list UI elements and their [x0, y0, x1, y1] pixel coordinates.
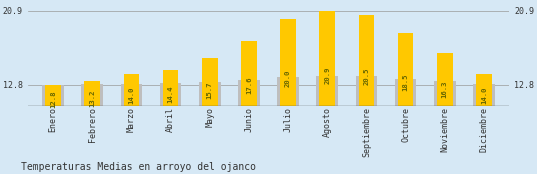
Bar — [241, 41, 257, 106]
Text: 20.9: 20.9 — [324, 67, 330, 84]
Bar — [476, 74, 492, 106]
Bar — [473, 84, 495, 106]
Bar — [202, 58, 217, 106]
Bar — [238, 80, 260, 106]
Bar — [359, 15, 374, 106]
Bar — [82, 85, 103, 106]
Bar — [316, 76, 338, 106]
Text: Temperaturas Medias en arroyo del ojanco: Temperaturas Medias en arroyo del ojanco — [21, 162, 257, 172]
Bar — [437, 53, 453, 106]
Bar — [277, 77, 299, 106]
Bar — [355, 77, 377, 106]
Bar — [84, 81, 100, 106]
Text: 12.8: 12.8 — [50, 90, 56, 108]
Text: 20.5: 20.5 — [364, 68, 369, 85]
Text: 17.6: 17.6 — [246, 76, 252, 94]
Bar — [42, 85, 64, 106]
Text: 16.3: 16.3 — [442, 80, 448, 98]
Bar — [395, 79, 416, 106]
Text: 20.0: 20.0 — [285, 69, 291, 87]
Bar — [124, 74, 139, 106]
Bar — [398, 33, 413, 106]
Text: 14.0: 14.0 — [128, 87, 134, 104]
Text: 14.4: 14.4 — [168, 86, 173, 103]
Text: 13.2: 13.2 — [89, 89, 95, 107]
Text: 18.5: 18.5 — [403, 74, 409, 91]
Bar — [434, 81, 455, 106]
Text: 15.7: 15.7 — [207, 82, 213, 100]
Bar — [163, 70, 178, 106]
Text: 14.0: 14.0 — [481, 87, 487, 104]
Bar — [320, 11, 335, 106]
Bar — [45, 85, 61, 106]
Bar — [199, 82, 221, 106]
Bar — [280, 19, 296, 106]
Bar — [121, 84, 142, 106]
Bar — [160, 83, 182, 106]
